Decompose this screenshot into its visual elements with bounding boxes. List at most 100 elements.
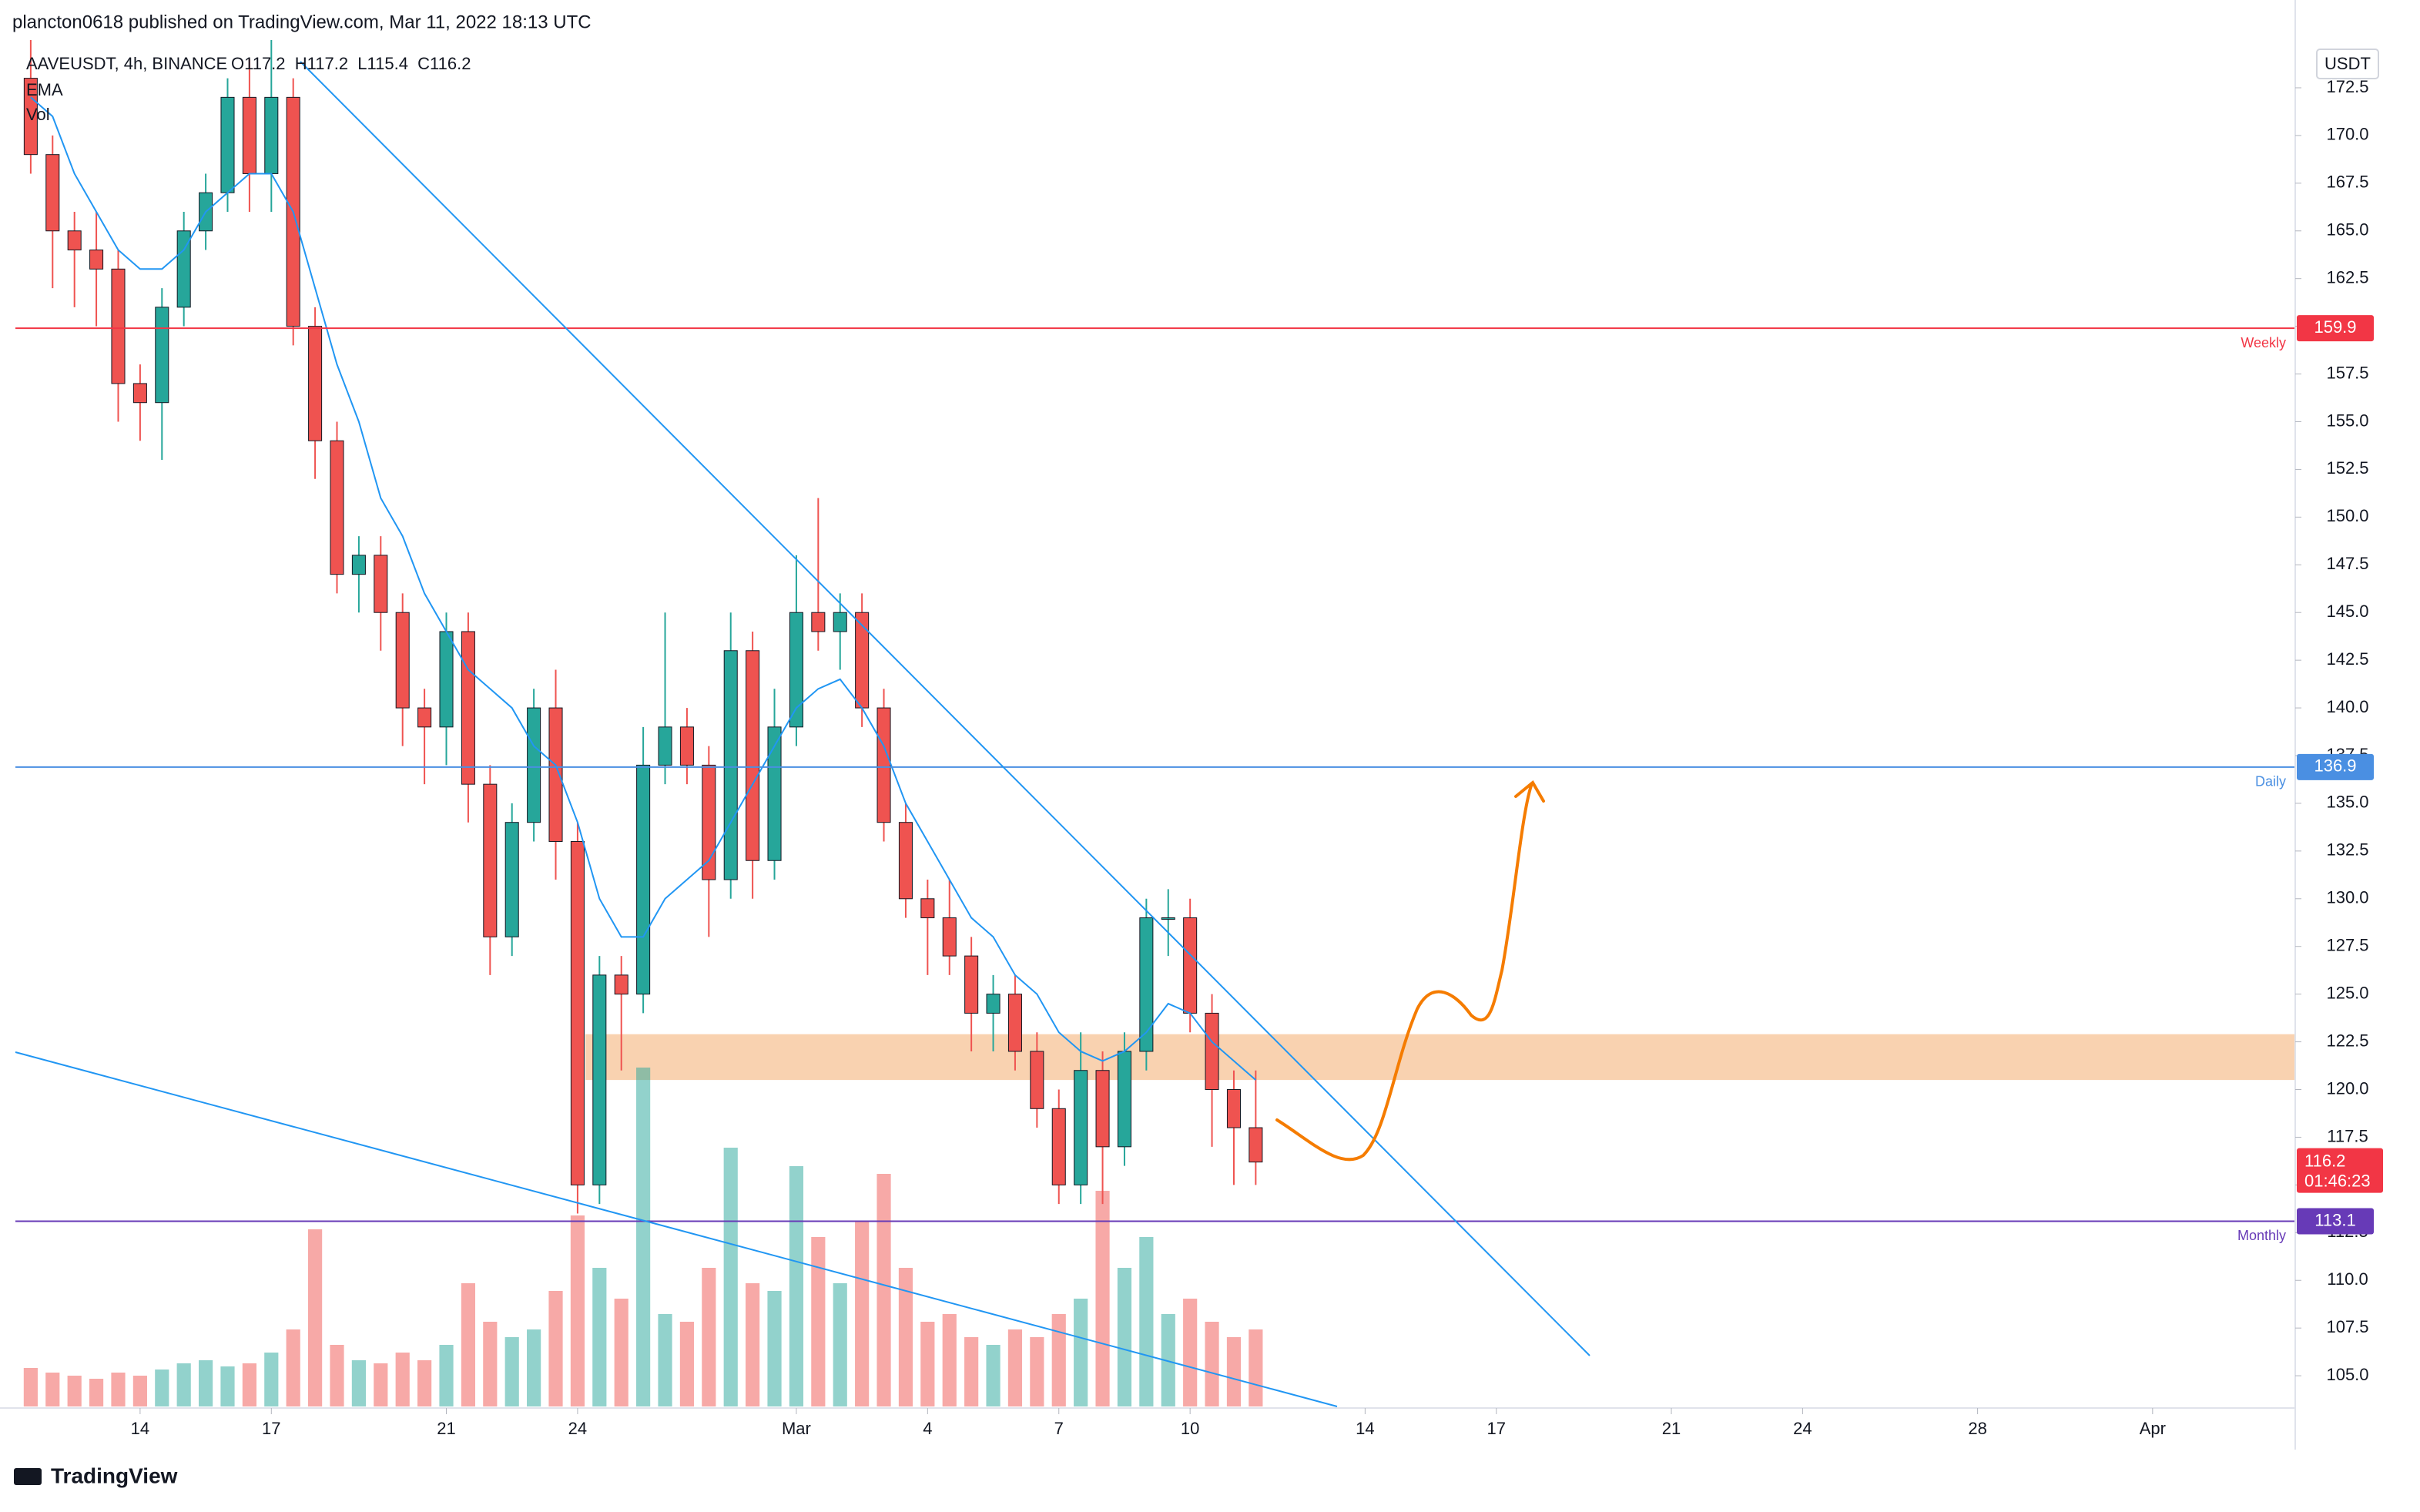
volume-bar bbox=[789, 1166, 804, 1406]
volume-bar bbox=[920, 1322, 935, 1406]
y-tick-label: 125.0 bbox=[2326, 983, 2368, 1002]
candle-body bbox=[23, 78, 38, 156]
y-tick-label: 162.5 bbox=[2326, 268, 2368, 287]
volume-bar bbox=[461, 1283, 475, 1406]
ema-line bbox=[30, 96, 1257, 1081]
volume-bar bbox=[417, 1360, 432, 1406]
candle-body bbox=[723, 650, 738, 880]
candle-body bbox=[351, 555, 366, 575]
candle-body bbox=[986, 994, 1001, 1014]
candle-body bbox=[1030, 1051, 1044, 1109]
volume-bar bbox=[1007, 1329, 1023, 1406]
publisher: plancton0618 published on TradingView.co… bbox=[12, 12, 592, 32]
y-tick-label: 127.5 bbox=[2326, 936, 2368, 955]
candle-body bbox=[242, 96, 256, 174]
volume-bar bbox=[1226, 1337, 1242, 1406]
volume-bar bbox=[132, 1376, 147, 1406]
candle-body bbox=[264, 96, 279, 174]
volume-bar bbox=[1051, 1314, 1066, 1406]
candle-body bbox=[767, 726, 782, 861]
volume-bar bbox=[45, 1373, 60, 1406]
candle-body bbox=[483, 783, 498, 937]
y-tick-label: 165.0 bbox=[2326, 220, 2368, 240]
candle-body bbox=[592, 974, 607, 1185]
symbol: AAVEUSDT, 4h, BINANCE bbox=[26, 54, 227, 73]
y-tick-label: 117.5 bbox=[2327, 1126, 2368, 1145]
candle-body bbox=[1161, 917, 1175, 920]
volume-bar bbox=[570, 1215, 585, 1406]
volume-bar bbox=[942, 1314, 957, 1406]
volume-bar bbox=[855, 1222, 870, 1406]
x-tick-label: 4 bbox=[923, 1419, 932, 1438]
x-tick-label: 28 bbox=[1968, 1419, 1986, 1438]
volume-bar bbox=[1205, 1322, 1219, 1406]
level-name: Weekly bbox=[2241, 335, 2286, 350]
volume-bar bbox=[527, 1329, 541, 1406]
volume-bar bbox=[746, 1283, 760, 1406]
candle-body bbox=[527, 707, 541, 823]
candle-body bbox=[964, 955, 979, 1014]
y-tick-label: 170.0 bbox=[2326, 125, 2368, 144]
x-tick-label: 17 bbox=[262, 1419, 280, 1438]
candle-body bbox=[1139, 917, 1154, 1052]
volume-bar bbox=[1139, 1237, 1154, 1406]
volume-bar bbox=[986, 1345, 1001, 1406]
y-tick-label: 157.5 bbox=[2326, 363, 2368, 382]
y-tick-label: 167.5 bbox=[2326, 173, 2368, 192]
volume-bar bbox=[111, 1373, 126, 1406]
volume-bar bbox=[1030, 1337, 1044, 1406]
candle-body bbox=[330, 440, 344, 575]
candle-body bbox=[176, 230, 191, 308]
candle-body bbox=[833, 612, 847, 632]
volume-bar bbox=[1161, 1314, 1175, 1406]
footer: TradingView bbox=[51, 1463, 178, 1487]
y-tick-label: 130.0 bbox=[2326, 888, 2368, 907]
volume-bar bbox=[1095, 1191, 1110, 1406]
candle-body bbox=[636, 764, 651, 995]
x-tick-label: 7 bbox=[1054, 1419, 1064, 1438]
volume-bar bbox=[636, 1068, 651, 1406]
y-tick-label: 132.5 bbox=[2326, 840, 2368, 860]
y-tick-label: 147.5 bbox=[2326, 554, 2368, 573]
x-tick-label: 21 bbox=[437, 1419, 455, 1438]
candle-body bbox=[658, 726, 672, 766]
x-tick-label: 24 bbox=[568, 1419, 587, 1438]
candle-body bbox=[374, 555, 388, 613]
candle-body bbox=[789, 612, 803, 728]
level-tag-label: 113.1 bbox=[2314, 1210, 2355, 1229]
candle-body bbox=[439, 631, 454, 728]
candle-body bbox=[811, 612, 826, 632]
y-tick-label: 172.5 bbox=[2326, 77, 2368, 96]
volume-bar bbox=[679, 1322, 695, 1406]
volume-bar bbox=[176, 1363, 191, 1406]
y-tick-label: 110.0 bbox=[2327, 1269, 2368, 1289]
candle-body bbox=[504, 822, 519, 937]
candle-body bbox=[111, 268, 126, 384]
volume-bar bbox=[155, 1370, 169, 1406]
level-tag bbox=[2297, 1208, 2374, 1235]
x-tick-label: Apr bbox=[2140, 1419, 2166, 1438]
volume-bar bbox=[658, 1314, 672, 1406]
countdown: 01:46:23 bbox=[2304, 1171, 2371, 1190]
x-tick-label: 14 bbox=[131, 1419, 149, 1438]
candle-body bbox=[1117, 1051, 1131, 1148]
x-tick-label: 24 bbox=[1793, 1419, 1812, 1438]
volume-bar bbox=[1183, 1299, 1198, 1406]
x-tick-label: 17 bbox=[1487, 1419, 1506, 1438]
y-tick-label: 105.0 bbox=[2326, 1365, 2368, 1384]
volume-bar bbox=[242, 1363, 256, 1406]
candle-body bbox=[898, 822, 913, 900]
volume-bar bbox=[439, 1345, 454, 1406]
candle-body bbox=[308, 326, 323, 441]
candle-body bbox=[1051, 1108, 1066, 1185]
candle-body bbox=[746, 650, 760, 861]
volume-bar bbox=[286, 1329, 300, 1406]
level-name: Monthly bbox=[2237, 1228, 2286, 1243]
y-tick-label: 107.5 bbox=[2326, 1317, 2368, 1336]
candle-body bbox=[920, 898, 935, 919]
volume-bar bbox=[330, 1345, 344, 1406]
last-price-label: 116.2 bbox=[2304, 1151, 2345, 1170]
candle-body bbox=[132, 383, 147, 404]
trendline bbox=[15, 1051, 1338, 1407]
